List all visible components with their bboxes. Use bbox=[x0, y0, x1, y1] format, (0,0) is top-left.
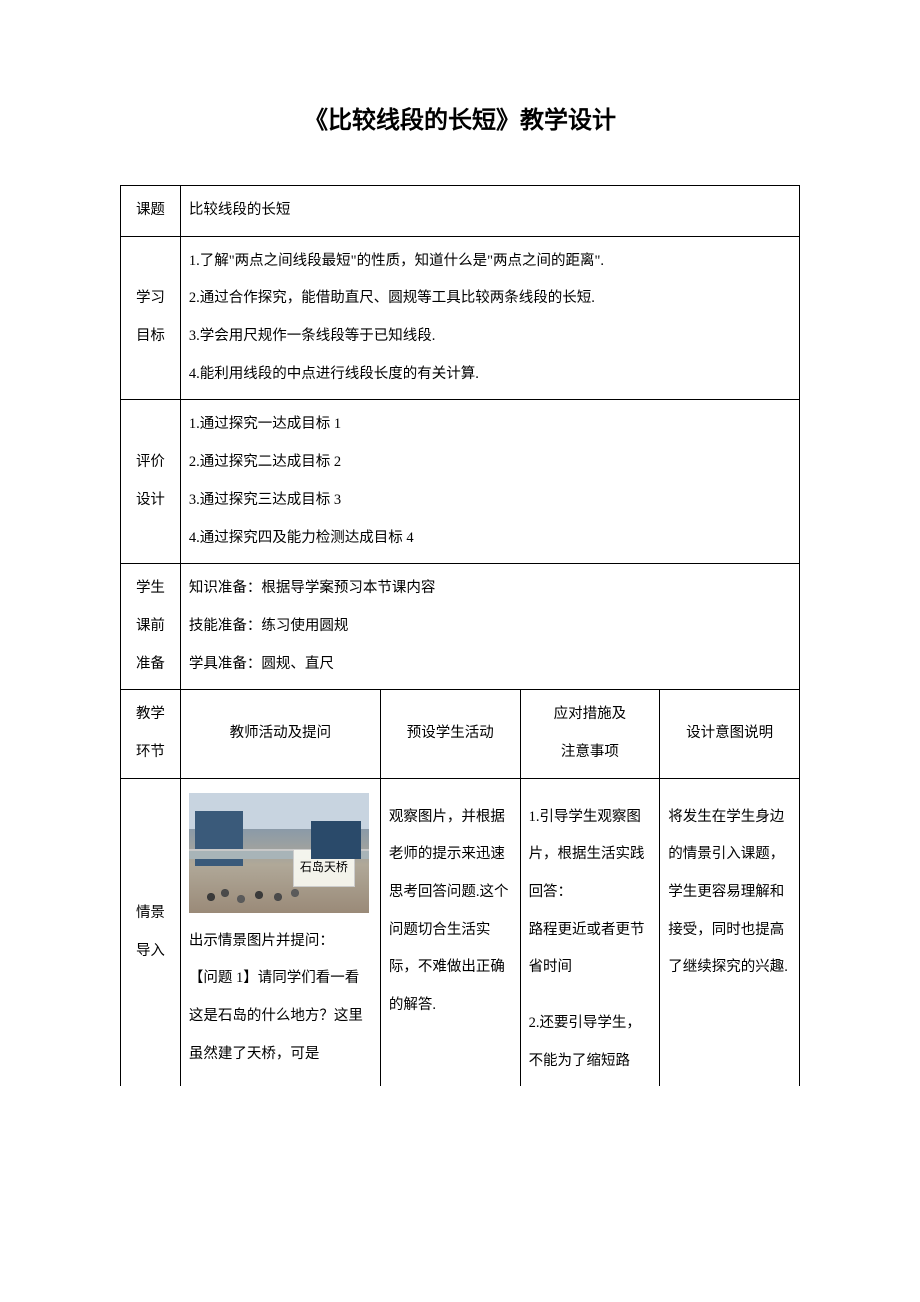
intent-cell: 将发生在学生身边的情景引入课题，学生更容易理解和接受，同时也提高了继续探究的兴趣… bbox=[660, 778, 800, 1086]
header-cell: 设计意图说明 bbox=[660, 690, 800, 778]
cell-content: 1.通过探究一达成目标 1 2.通过探究二达成目标 2 3.通过探究三达成目标 … bbox=[180, 400, 799, 564]
teacher-activity-cell: 石岛天桥 出示情景图片并提问： 【问题 1】请同学们看一看这是石岛的什么地方？这… bbox=[180, 778, 380, 1086]
document-title: 《比较线段的长短》教学设计 bbox=[120, 100, 800, 135]
row-label: 情景 导入 bbox=[121, 778, 181, 1086]
bridge-icon bbox=[189, 849, 369, 859]
measures-cell: 1.引导学生观察图片，根据生活实践回答： 路程更近或者更节省时间 2.还要引导学… bbox=[520, 778, 660, 1086]
table-row: 学习 目标 1.了解"两点之间线段最短"的性质，知道什么是"两点之间的距离". … bbox=[121, 236, 800, 400]
header-cell: 教师活动及提问 bbox=[180, 690, 380, 778]
cell-content: 1.了解"两点之间线段最短"的性质，知道什么是"两点之间的距离". 2.通过合作… bbox=[180, 236, 799, 400]
table-row: 课题 比较线段的长短 bbox=[121, 186, 800, 237]
scene-photo: 石岛天桥 bbox=[189, 793, 369, 913]
row-label: 学生 课前 准备 bbox=[121, 564, 181, 690]
table-row: 情景 导入 石岛天桥 出示情景图片并提问： 【问题 1】请同学们看一看这是石岛的… bbox=[121, 778, 800, 1086]
cell-content: 比较线段的长短 bbox=[180, 186, 799, 237]
student-activity-cell: 观察图片，并根据老师的提示来迅速思考回答问题.这个问题切合生活实际，不难做出正确… bbox=[380, 778, 520, 1086]
header-label: 教学 环节 bbox=[121, 690, 181, 778]
teacher-text: 出示情景图片并提问： 【问题 1】请同学们看一看这是石岛的什么地方？这里虽然建了… bbox=[189, 923, 372, 1074]
image-caption: 石岛天桥 bbox=[293, 849, 355, 886]
lesson-plan-table: 课题 比较线段的长短 学习 目标 1.了解"两点之间线段最短"的性质，知道什么是… bbox=[120, 185, 800, 1086]
table-row: 学生 课前 准备 知识准备：根据导学案预习本节课内容 技能准备：练习使用圆规 学… bbox=[121, 564, 800, 690]
cell-content: 知识准备：根据导学案预习本节课内容 技能准备：练习使用圆规 学具准备：圆规、直尺 bbox=[180, 564, 799, 690]
table-header-row: 教学 环节 教师活动及提问 预设学生活动 应对措施及 注意事项 设计意图说明 bbox=[121, 690, 800, 778]
table-row: 评价 设计 1.通过探究一达成目标 1 2.通过探究二达成目标 2 3.通过探究… bbox=[121, 400, 800, 564]
row-label: 课题 bbox=[121, 186, 181, 237]
row-label: 学习 目标 bbox=[121, 236, 181, 400]
header-cell: 应对措施及 注意事项 bbox=[520, 690, 660, 778]
header-cell: 预设学生活动 bbox=[380, 690, 520, 778]
row-label: 评价 设计 bbox=[121, 400, 181, 564]
